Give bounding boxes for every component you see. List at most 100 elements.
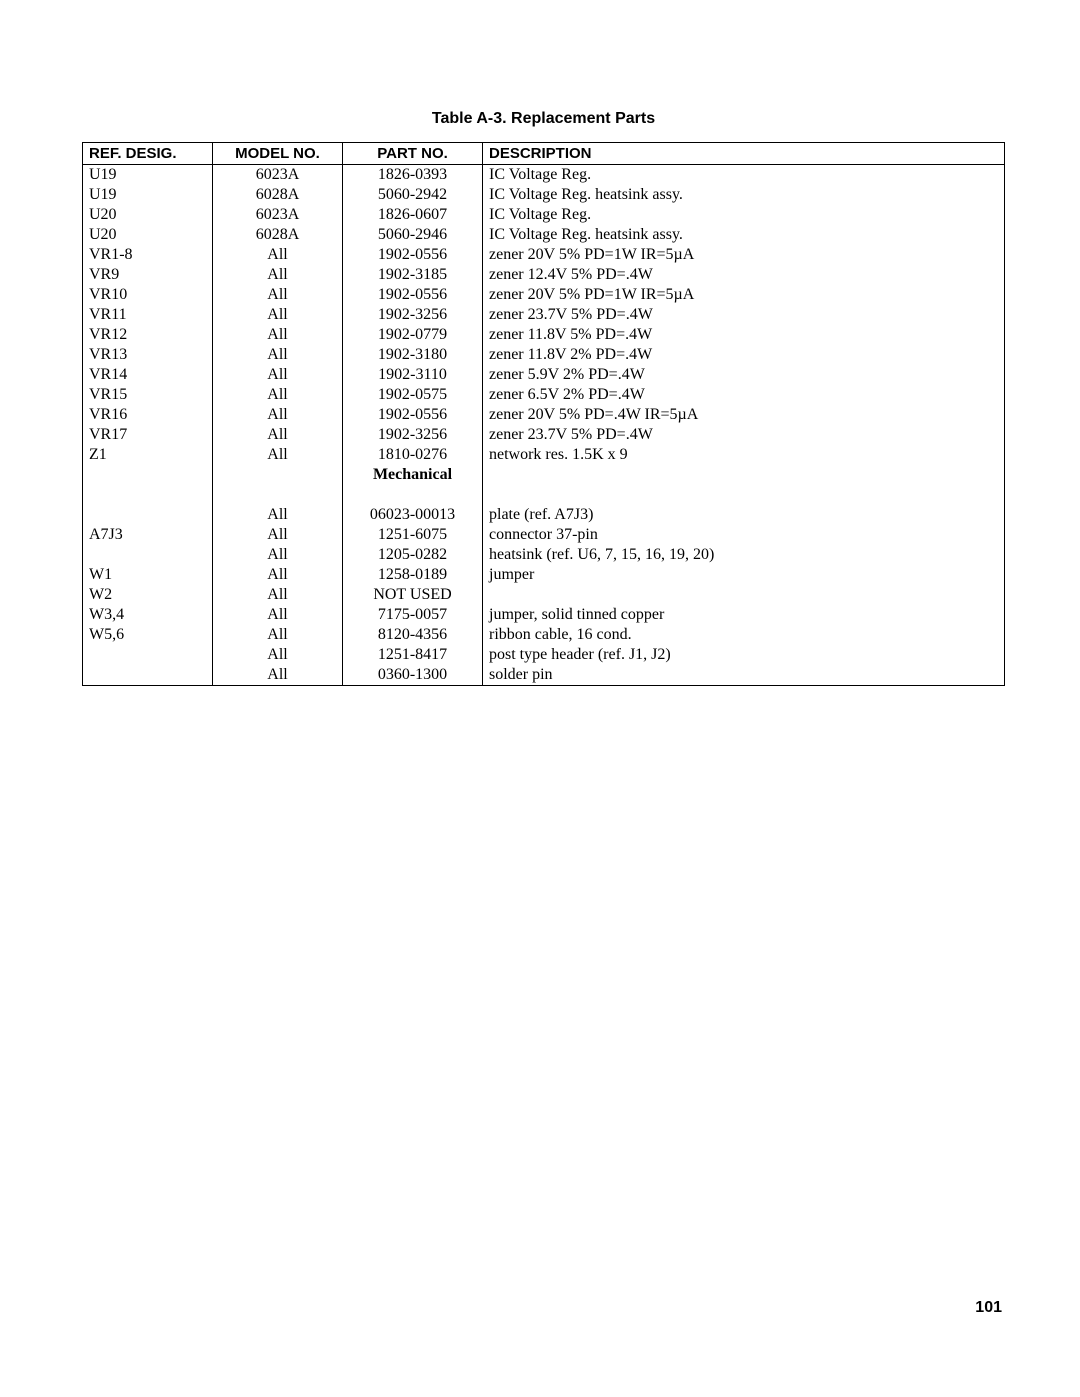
cell-description [483,585,1005,605]
cell-model-no: All [213,565,343,585]
cell-part-no: 1902-3110 [343,365,483,385]
table-row: VR1-8All1902-0556zener 20V 5% PD=1W IR=5… [83,245,1005,265]
header-part-no: PART NO. [343,143,483,165]
table-row: W3,4All7175-0057jumper, solid tinned cop… [83,605,1005,625]
cell-part-no: 1902-3256 [343,305,483,325]
cell-description: jumper, solid tinned copper [483,605,1005,625]
cell-ref-desig: VR14 [83,365,213,385]
cell-description: IC Voltage Reg. [483,205,1005,225]
cell-model-no: All [213,645,343,665]
table-row: U196023A1826-0393IC Voltage Reg. [83,165,1005,186]
table-row: U206023A1826-0607IC Voltage Reg. [83,205,1005,225]
cell-description: zener 12.4V 5% PD=.4W [483,265,1005,285]
cell-part-no: 8120-4356 [343,625,483,645]
cell-model-no: All [213,365,343,385]
cell-model-no: All [213,625,343,645]
cell-part-no: 1826-0607 [343,205,483,225]
header-model-no: MODEL NO. [213,143,343,165]
cell-part-no: 1902-0556 [343,285,483,305]
cell-model-no [213,465,343,485]
cell-ref-desig: W3,4 [83,605,213,625]
cell-description: post type header (ref. J1, J2) [483,645,1005,665]
cell-description: zener 23.7V 5% PD=.4W [483,305,1005,325]
cell-description: IC Voltage Reg. [483,165,1005,186]
table-row: W1All1258-0189jumper [83,565,1005,585]
cell-part-no: Mechanical [343,465,483,485]
cell-part-no: 06023-00013 [343,505,483,525]
cell-model-no: 6023A [213,205,343,225]
table-row: W2AllNOT USED [83,585,1005,605]
cell-model-no: 6028A [213,185,343,205]
cell-description: zener 6.5V 2% PD=.4W [483,385,1005,405]
cell-ref-desig: U19 [83,165,213,186]
parts-table: REF. DESIG. MODEL NO. PART NO. DESCRIPTI… [82,142,1005,686]
table-row: All1205-0282heatsink (ref. U6, 7, 15, 16… [83,545,1005,565]
table-row: VR11All1902-3256zener 23.7V 5% PD=.4W [83,305,1005,325]
cell-part-no: 1826-0393 [343,165,483,186]
cell-description: zener 23.7V 5% PD=.4W [483,425,1005,445]
cell-description: zener 11.8V 2% PD=.4W [483,345,1005,365]
cell-ref-desig: VR11 [83,305,213,325]
cell-ref-desig [83,485,213,505]
cell-model-no: 6028A [213,225,343,245]
cell-ref-desig: Z1 [83,445,213,465]
cell-model-no: All [213,525,343,545]
table-row: VR12All1902-0779zener 11.8V 5% PD=.4W [83,325,1005,345]
table-row [83,485,1005,505]
cell-description: zener 11.8V 5% PD=.4W [483,325,1005,345]
cell-part-no: 1902-3180 [343,345,483,365]
cell-ref-desig: W5,6 [83,625,213,645]
cell-model-no: All [213,665,343,686]
cell-part-no: NOT USED [343,585,483,605]
cell-ref-desig: U20 [83,225,213,245]
cell-ref-desig [83,545,213,565]
cell-part-no: 1902-0779 [343,325,483,345]
cell-ref-desig [83,505,213,525]
cell-ref-desig: W1 [83,565,213,585]
cell-description: jumper [483,565,1005,585]
table-row: All0360-1300solder pin [83,665,1005,686]
cell-description: heatsink (ref. U6, 7, 15, 16, 19, 20) [483,545,1005,565]
table-row: VR15All1902-0575zener 6.5V 2% PD=.4W [83,385,1005,405]
cell-description: plate (ref. A7J3) [483,505,1005,525]
cell-ref-desig [83,665,213,686]
table-row: All1251-8417post type header (ref. J1, J… [83,645,1005,665]
cell-model-no: All [213,425,343,445]
table-title: Table A-3. Replacement Parts [82,110,1005,128]
cell-ref-desig: U20 [83,205,213,225]
cell-model-no: All [213,445,343,465]
cell-ref-desig: W2 [83,585,213,605]
cell-part-no: 1251-6075 [343,525,483,545]
cell-model-no: All [213,505,343,525]
cell-ref-desig: VR1-8 [83,245,213,265]
table-row: U196028A5060-2942IC Voltage Reg. heatsin… [83,185,1005,205]
cell-model-no: All [213,325,343,345]
cell-part-no: 5060-2946 [343,225,483,245]
cell-part-no: 1902-3256 [343,425,483,445]
cell-description: ribbon cable, 16 cond. [483,625,1005,645]
table-row: A7J3All1251-6075connector 37-pin [83,525,1005,545]
cell-ref-desig: A7J3 [83,525,213,545]
header-ref-desig: REF. DESIG. [83,143,213,165]
cell-description: connector 37-pin [483,525,1005,545]
cell-model-no [213,485,343,505]
table-row: VR16All1902-0556zener 20V 5% PD=.4W IR=5… [83,405,1005,425]
cell-model-no: 6023A [213,165,343,186]
table-row: W5,6All8120-4356ribbon cable, 16 cond. [83,625,1005,645]
cell-ref-desig: VR9 [83,265,213,285]
cell-ref-desig: VR10 [83,285,213,305]
table-row: VR17All1902-3256zener 23.7V 5% PD=.4W [83,425,1005,445]
cell-part-no: 1251-8417 [343,645,483,665]
cell-part-no: 1902-0575 [343,385,483,405]
cell-description: zener 20V 5% PD=1W IR=5µA [483,285,1005,305]
cell-part-no: 1205-0282 [343,545,483,565]
cell-ref-desig [83,645,213,665]
cell-part-no: 0360-1300 [343,665,483,686]
cell-description: network res. 1.5K x 9 [483,445,1005,465]
cell-model-no: All [213,245,343,265]
cell-description: zener 20V 5% PD=.4W IR=5µA [483,405,1005,425]
cell-part-no [343,485,483,505]
cell-description: zener 5.9V 2% PD=.4W [483,365,1005,385]
cell-model-no: All [213,585,343,605]
cell-description: IC Voltage Reg. heatsink assy. [483,185,1005,205]
